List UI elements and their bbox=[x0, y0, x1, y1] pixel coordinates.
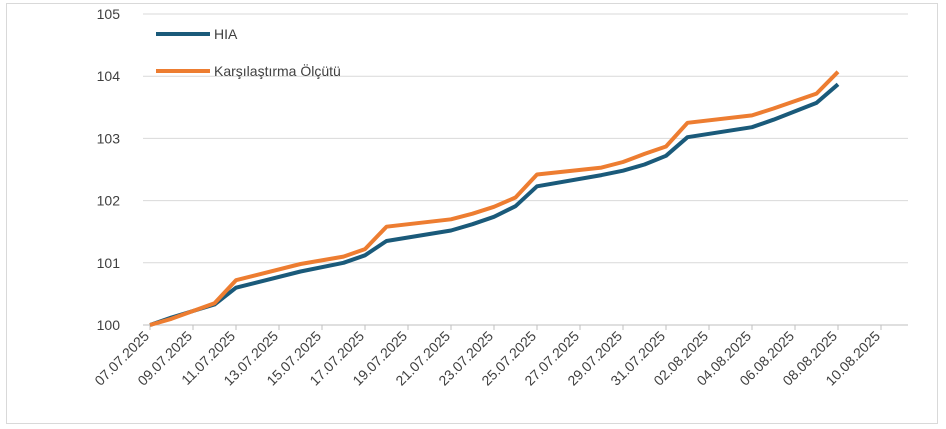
y-tick-label: 102 bbox=[97, 193, 121, 209]
y-tick-label: 104 bbox=[97, 68, 121, 84]
legend-label: Karşılaştırma Ölçütü bbox=[214, 62, 341, 79]
legend-label: HIA bbox=[214, 26, 238, 42]
gridlines bbox=[143, 13, 908, 326]
series-line-hia bbox=[149, 82, 840, 327]
series-lines bbox=[149, 70, 840, 327]
series-line-kar-la-t-rma-l-t bbox=[149, 70, 840, 327]
x-axis-tick-labels: 07.07.202509.07.202511.07.202513.07.2025… bbox=[91, 325, 883, 389]
y-tick-label: 103 bbox=[97, 130, 121, 146]
y-axis-tick-labels: 100 101 102 103 104 105 bbox=[97, 6, 121, 333]
legend: HIA Karşılaştırma Ölçütü bbox=[156, 26, 341, 79]
y-tick-label: 105 bbox=[97, 6, 121, 22]
y-tick-label: 101 bbox=[97, 255, 121, 271]
y-tick-label: 100 bbox=[97, 317, 121, 333]
